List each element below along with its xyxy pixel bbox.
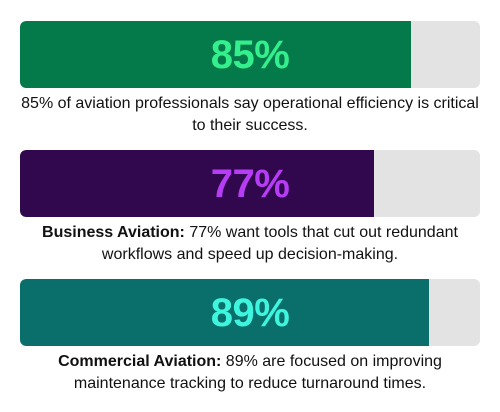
caption-text: 89% are focused on improving maintenance…: [73, 353, 442, 392]
stat-caption: Business Aviation: 77% want tools that c…: [20, 222, 480, 266]
stat-block-commercial-aviation: 89% Commercial Aviation: 89% are focused…: [20, 279, 480, 395]
progress-fill-89: [20, 279, 430, 346]
progress-fill-85: [20, 21, 411, 88]
progress-track: 77%: [20, 150, 480, 217]
caption-bold-label: Business Aviation:: [42, 224, 185, 241]
stat-block-business-aviation: 77% Business Aviation: 77% want tools th…: [20, 150, 480, 266]
percent-label: 89%: [210, 290, 290, 335]
percent-label: 77%: [210, 161, 290, 206]
progress-fill-77: [20, 150, 375, 217]
progress-track: 89%: [20, 279, 480, 346]
caption-text: 77% want tools that cut out redundant wo…: [101, 224, 458, 263]
stat-caption: 85% of aviation professionals say operat…: [20, 93, 480, 137]
progress-track: 85%: [20, 21, 480, 88]
caption-bold-label: Commercial Aviation:: [58, 353, 222, 370]
caption-text: 85% of aviation professionals say operat…: [21, 95, 479, 134]
percent-label: 85%: [210, 32, 290, 77]
stat-caption: Commercial Aviation: 89% are focused on …: [20, 351, 480, 395]
stat-block-efficiency: 85% 85% of aviation professionals say op…: [20, 21, 480, 137]
